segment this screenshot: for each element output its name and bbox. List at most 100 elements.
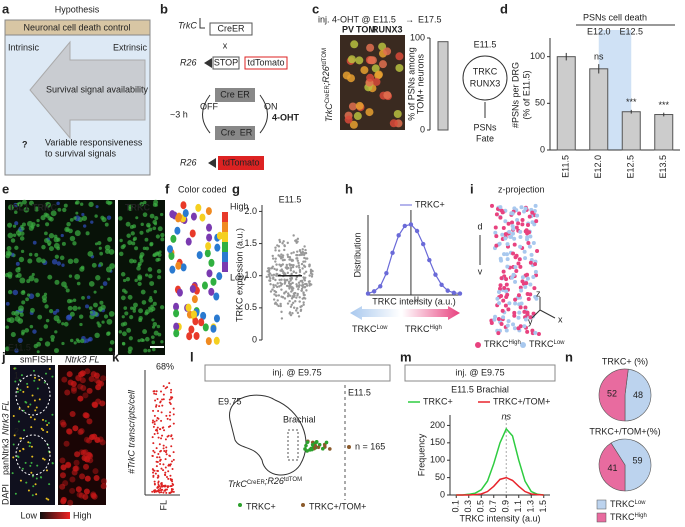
dot [162,426,165,429]
dot [153,392,156,395]
dot [286,255,290,259]
y-tick-label: 1.0 [244,270,257,280]
cell [14,245,19,250]
cell [10,238,16,243]
cell [523,305,528,310]
cell [512,326,517,331]
legend-swatch [596,499,607,510]
dot [20,437,23,440]
cell [157,332,162,337]
cell [75,200,80,205]
dot [21,467,24,470]
cell [89,434,96,441]
y-tick-label: 50 [535,98,545,108]
dot [294,278,298,281]
cell [84,368,91,375]
cell [18,256,25,263]
y-label: #PSNs per DRG [510,62,520,128]
cell [36,350,40,354]
y-tick-label: 0 [440,489,445,499]
dot [283,292,286,295]
cell [51,259,58,265]
cell [33,206,40,212]
dot [151,468,154,471]
dot [164,485,167,488]
cell [496,289,501,294]
dot [282,240,285,243]
scale-bar [150,346,164,348]
cell [14,315,21,322]
cell [56,319,61,324]
y-label: (% of E11.5) [521,70,531,119]
cell [83,412,90,419]
dot [156,417,159,420]
text: inj. 4-OHT @ E11.5 [318,14,396,24]
dot [156,429,159,432]
x-tick-label: E13.5 [658,155,668,179]
dot [320,446,325,451]
cell [127,240,133,246]
cell [93,474,100,481]
cell [137,281,142,287]
cell [94,214,98,218]
dot [152,409,155,412]
cell [5,301,10,306]
dot [279,302,282,306]
cell [77,306,81,310]
cell [195,203,202,212]
cell [61,281,67,288]
dot [161,404,164,407]
dot [281,259,285,262]
dot [45,469,48,472]
dot [38,398,41,401]
cell [213,292,220,301]
dot [281,254,285,257]
panel-label: c [312,1,319,16]
x-tick-label: E12.0 [593,155,603,179]
cell [61,376,68,383]
cell [44,201,51,208]
title: PSNs cell death [583,12,647,22]
cell [196,251,203,260]
cell [98,380,105,387]
dot [171,468,174,471]
x-tick-label: 0.7 [488,500,498,513]
cell [504,294,509,299]
x-label: TRKC intensity (a.u.) [372,296,456,306]
cell [109,340,115,345]
dot [157,436,160,439]
y-tick-label: 150 [430,437,445,447]
cell [91,401,98,408]
cell [29,324,34,329]
cell [79,377,86,384]
y-tick-label: 0.5 [244,302,257,312]
dot [294,271,298,275]
dot [277,304,280,308]
cell [20,249,25,254]
cell [156,269,162,274]
cell [153,330,159,336]
cell [516,221,521,226]
cell [500,232,505,237]
dot [170,388,173,391]
cell [80,265,85,270]
cell [160,340,164,344]
dot [280,295,283,298]
dot [292,270,295,274]
dot [163,449,166,452]
inset-label: 2 [14,426,19,436]
cell [72,241,77,246]
axis-label: z [536,288,541,298]
cell [365,108,374,117]
x-tick-label: 0.5 [476,500,486,513]
cell [36,223,40,228]
cell [531,311,536,316]
dot [294,300,297,303]
dot [31,475,34,478]
x-tick-label: 1.5 [538,500,548,513]
cell [14,348,19,353]
dot [45,372,48,375]
cell [155,234,160,239]
dot [155,419,158,422]
cell [126,327,132,333]
